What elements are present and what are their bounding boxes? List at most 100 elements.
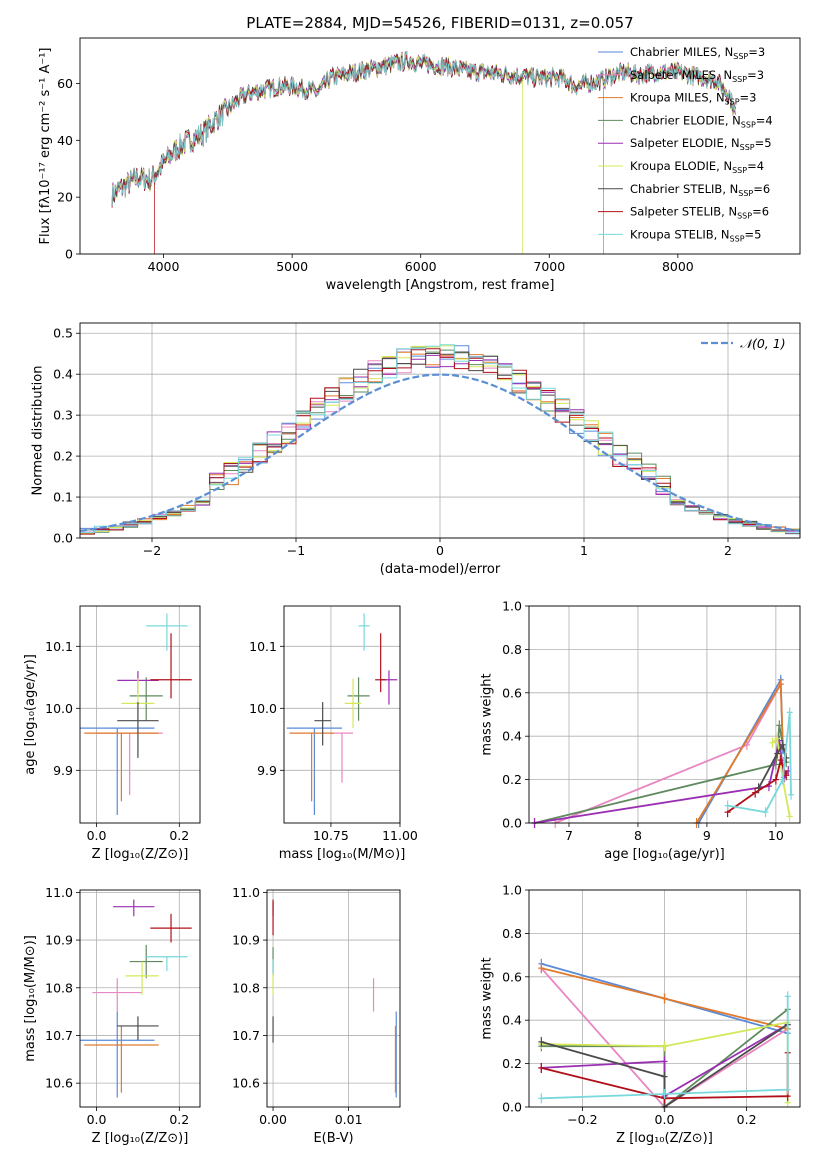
residuals-panel: −2 −1 0 1 2 0.0 0.1 0.2 0.3 0.4 0.5 (data-model)/er… xyxy=(31,322,801,577)
y-tick-label: 9.9 xyxy=(257,763,277,778)
x-tick-label: 5000 xyxy=(276,259,308,274)
weight-line-kroupa-stelib xyxy=(541,996,789,1100)
axes-frame xyxy=(79,37,801,255)
legend-label-kroupa-elodie: Kroupa ELODIE, NSSP=4 xyxy=(630,159,764,175)
x-tick-label: 2 xyxy=(724,543,732,558)
spectrum-line-kroupa-elodie xyxy=(111,52,736,254)
legend-label-salpeter-elodie: Salpeter ELODIE, NSSP=5 xyxy=(630,136,772,152)
y-axis-label: mass weight xyxy=(480,673,495,755)
axes-frame xyxy=(283,605,401,824)
weight-line-salpeter-elodie xyxy=(534,740,790,824)
x-axis-label: age [log₁₀(age/yr)] xyxy=(604,847,725,862)
legend-label-kroupa-stelib: Kroupa STELIB, NSSP=5 xyxy=(630,227,761,243)
y-tick-label: 0.0 xyxy=(502,816,522,831)
y-tick-label: 10.0 xyxy=(249,701,277,716)
mass-vs-metallicity-panel: 0.0 0.2 10.6 10.7 10.8 10.9 11.0 Z [log₁₀(Z/Z⊙)… xyxy=(23,885,201,1146)
legend-label-chabrier-elodie: Chabrier ELODIE, NSSP=4 xyxy=(630,113,773,129)
y-tick-label: 10.9 xyxy=(45,933,73,948)
weight-line-salpeter-stelib xyxy=(727,757,788,813)
x-tick-label: 0.0 xyxy=(87,828,107,843)
x-tick-label: 4000 xyxy=(148,259,180,274)
y-tick-label: 0.8 xyxy=(502,642,522,657)
y-tick-label: 0.3 xyxy=(53,408,73,423)
x-tick-label: 7000 xyxy=(533,259,565,274)
y-tick-label: 0.6 xyxy=(502,969,522,984)
y-tick-label: 10.1 xyxy=(45,639,73,654)
gaussian-curve xyxy=(79,373,801,532)
x-tick-label: −1 xyxy=(287,543,305,558)
y-tick-label: 0.4 xyxy=(502,729,522,744)
spectrum-line-salpeter-stelib xyxy=(111,54,736,254)
histogram-kroupa-stelib xyxy=(79,344,801,538)
y-tick-label: 10.7 xyxy=(45,1028,73,1043)
y-tick-label: 0.1 xyxy=(53,490,73,505)
legend-label-gaussian: 𝒩(0, 1) xyxy=(740,336,786,351)
y-axis-label: Flux [fλ10⁻¹⁷ erg cm⁻² s⁻¹ A⁻¹] xyxy=(38,48,53,245)
legend-label-chabrier-stelib: Chabrier STELIB, NSSP=6 xyxy=(630,182,770,198)
y-tick-label: 10.1 xyxy=(249,639,277,654)
x-tick-label: 0 xyxy=(436,543,444,558)
x-tick-label: 10 xyxy=(768,828,784,843)
axes-frame xyxy=(79,605,201,824)
x-tick-label: 0.0 xyxy=(87,1112,107,1127)
y-tick-label: 0.8 xyxy=(502,926,522,941)
y-tick-label: 10.9 xyxy=(232,933,260,948)
x-tick-label: 1 xyxy=(580,543,588,558)
x-tick-label: 0.2 xyxy=(169,828,189,843)
y-tick-label: 11.0 xyxy=(45,885,73,900)
x-tick-label: −0.2 xyxy=(567,1112,597,1127)
x-tick-label: −2 xyxy=(143,543,161,558)
y-tick-label: 40 xyxy=(57,133,73,148)
y-tick-label: 10.7 xyxy=(232,1028,260,1043)
y-tick-label: 10.8 xyxy=(45,980,73,995)
x-axis-label: (data-model)/error xyxy=(380,562,501,577)
y-axis-label: mass [log₁₀(M/M⊙)] xyxy=(23,935,38,1062)
x-tick-label: 6000 xyxy=(405,259,437,274)
y-tick-label: 0.2 xyxy=(502,1056,522,1071)
x-axis-label: Z [log₁₀(Z/Z⊙)] xyxy=(92,1131,189,1146)
weight-line-chabrier-stelib xyxy=(757,742,788,789)
x-axis-label: Z [log₁₀(Z/Z⊙)] xyxy=(92,847,189,862)
axes-frame xyxy=(528,605,801,824)
y-tick-label: 20 xyxy=(57,190,73,205)
x-tick-label: 8 xyxy=(634,828,642,843)
x-axis-label: E(B-V) xyxy=(313,1131,353,1146)
axes-frame xyxy=(79,889,201,1108)
y-tick-label: 0.4 xyxy=(502,1013,522,1028)
x-tick-label: 0.01 xyxy=(335,1112,363,1127)
y-tick-label: 0.5 xyxy=(53,326,73,341)
y-tick-label: 0.2 xyxy=(53,449,73,464)
age-vs-mass-panel: 10.75 11.00 9.9 10.0 10.1 mass [log₁₀(M/M⊙)] xyxy=(249,605,418,862)
y-tick-label: 0.6 xyxy=(502,685,522,700)
y-tick-label: 10.8 xyxy=(232,980,260,995)
x-tick-label: 7 xyxy=(565,828,573,843)
x-tick-label: 0.00 xyxy=(259,1112,287,1127)
mass-vs-ebv-panel: 0.00 0.01 10.6 10.7 10.8 10.9 11.0 E(B-V) xyxy=(232,885,401,1146)
y-tick-label: 10.6 xyxy=(232,1076,260,1091)
y-tick-label: 1.0 xyxy=(502,883,522,898)
weight-vs-metallicity-panel: −0.2 0.0 0.2 0.0 0.2 0.4 0.6 0.8 1.0 Z [log₁₀(Z/Z… xyxy=(480,883,801,1146)
x-tick-label: 0.2 xyxy=(169,1112,189,1127)
legend-label-salpeter-stelib: Salpeter STELIB, NSSP=6 xyxy=(630,205,769,221)
spectrum-line-kroupa-stelib xyxy=(111,51,736,206)
axes-frame xyxy=(79,322,801,539)
age-vs-metallicity-panel: 0.0 0.2 9.9 10.0 10.1 Z [log₁₀(Z/Z⊙)] age [log… xyxy=(23,605,201,862)
y-axis-label: Normed distribution xyxy=(31,366,46,496)
y-tick-label: 0.2 xyxy=(502,772,522,787)
axes-frame xyxy=(266,889,401,1108)
x-tick-label: 0.0 xyxy=(655,1112,675,1127)
x-tick-label: 8000 xyxy=(662,259,694,274)
axes-frame xyxy=(528,889,801,1108)
x-axis-label: wavelength [Angstrom, rest frame] xyxy=(326,278,555,293)
x-axis-label: mass [log₁₀(M/M⊙)] xyxy=(279,847,406,862)
x-tick-label: 0.2 xyxy=(737,1112,757,1127)
y-axis-label: mass weight xyxy=(480,957,495,1039)
y-tick-label: 0.0 xyxy=(53,531,73,546)
y-tick-label: 10.0 xyxy=(45,701,73,716)
y-tick-label: 0 xyxy=(65,247,73,262)
x-tick-label: 10.75 xyxy=(313,828,349,843)
y-tick-label: 60 xyxy=(57,76,73,91)
legend-label-salpeter-miles: Salpeter MILES, NSSP=3 xyxy=(630,68,764,84)
y-tick-label: 0.0 xyxy=(502,1100,522,1115)
